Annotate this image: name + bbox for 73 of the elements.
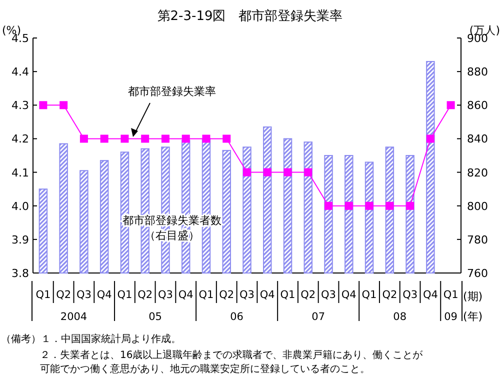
- point: [304, 168, 312, 176]
- point: [141, 134, 150, 143]
- annotation: （右目盛）: [144, 229, 200, 242]
- chart-title: 第2-3-19図 都市部登録失業率: [157, 8, 343, 24]
- x-tick-label: Q4: [341, 289, 357, 301]
- x-tick-label: Q3: [76, 289, 92, 301]
- point: [222, 134, 231, 143]
- x-tick-label: Q2: [138, 289, 153, 301]
- text: 2004: [60, 311, 88, 323]
- point: [243, 168, 251, 176]
- text: (年): [463, 310, 483, 323]
- point: [182, 134, 190, 143]
- x-tick-label: Q4: [96, 289, 112, 301]
- text: ２．失業者とは、16歳以上退職年齢までの求職者で、非農業戸籍にあり、働くことが: [40, 349, 424, 361]
- x-tick-label: Q2: [56, 289, 72, 301]
- text: 可能でかつ働く意思があり、地元の職業安定所に登録している者のこと。: [40, 363, 370, 374]
- x-tick-label: Q4: [260, 289, 276, 301]
- y2-tick-label: 880: [467, 66, 488, 79]
- x-tick-label: Q2: [382, 289, 398, 301]
- y2-tick-label: 800: [467, 200, 488, 213]
- x-tick-label: Q3: [240, 289, 254, 301]
- x-tick-label: Q4: [178, 289, 194, 301]
- y2-tick-label: 760: [467, 267, 488, 280]
- y-tick-label: 4.2: [12, 132, 29, 146]
- x-tick-label: Q4: [422, 289, 438, 301]
- x-tick-label: Q3: [321, 289, 336, 301]
- point: [263, 168, 272, 176]
- text: （備考）１．中国国家統計局より作成。: [1, 333, 181, 345]
- x-tick-label: Q3: [402, 289, 418, 301]
- x-tick-label: Q1: [443, 289, 458, 301]
- text: 06: [230, 311, 244, 323]
- y-tick-label: 4.4: [12, 66, 29, 79]
- point: [386, 202, 394, 210]
- y-tick-label: 4.0: [12, 200, 29, 213]
- x-tick-label: Q1: [280, 289, 296, 301]
- y2-tick-label: 900: [467, 32, 488, 45]
- text: 07: [312, 311, 326, 323]
- x-tick-label: Q1: [362, 289, 377, 301]
- point: [426, 134, 434, 143]
- point: [324, 202, 333, 210]
- point: [406, 202, 414, 210]
- point: [120, 134, 129, 143]
- y2-tick-label: 840: [467, 132, 488, 146]
- point: [60, 101, 68, 110]
- text: (期): [463, 290, 483, 303]
- x-tick-label: Q3: [158, 289, 173, 301]
- point: [161, 134, 170, 143]
- y2-tick-label: 860: [467, 99, 488, 112]
- x-tick-label: Q2: [300, 289, 316, 301]
- point: [446, 101, 455, 110]
- y-tick-label: 4.3: [12, 99, 29, 112]
- point: [284, 168, 292, 176]
- y-tick-label: 3.9: [12, 233, 29, 246]
- x-tick-label: Q1: [36, 289, 51, 301]
- point: [365, 202, 374, 210]
- point: [202, 134, 210, 143]
- text: 09: [444, 311, 458, 323]
- y-tick-label: 3.8: [12, 267, 29, 280]
- text: 都市部登録失業率: [128, 85, 216, 98]
- x-tick-label: Q1: [198, 289, 214, 301]
- text: 08: [393, 311, 407, 323]
- series-label: 都市部登録失業者数: [122, 214, 222, 227]
- y-axis-title: (%): [2, 24, 22, 37]
- text: 05: [148, 311, 162, 323]
- point: [344, 202, 353, 210]
- point: [39, 101, 48, 110]
- y2-tick-label: 820: [467, 166, 488, 180]
- x-tick-label: Q1: [117, 289, 132, 301]
- x-tick-label: Q2: [219, 289, 234, 301]
- y-tick-label: 4.1: [12, 166, 29, 180]
- point: [100, 134, 108, 143]
- y2-tick-label: 780: [467, 233, 488, 246]
- point: [80, 134, 88, 143]
